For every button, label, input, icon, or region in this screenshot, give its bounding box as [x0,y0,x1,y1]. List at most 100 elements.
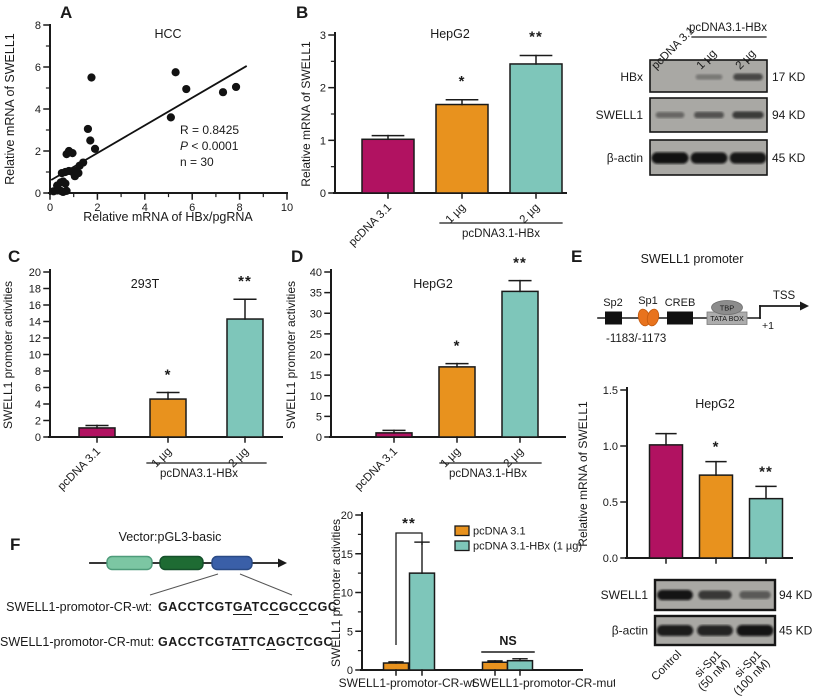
panel-f-grouped-bar-chart: 0 5 10 15 20 ** NS pcDNA 3.1 pcDNA 3.1-HBx (1 µg… [329,510,615,690]
sequence-segment: TC [251,600,270,614]
category-label: SWELL1-promotor-CR-mut [472,676,615,690]
y-tick-label: 4 [35,399,41,411]
y-tick-label: 2 [320,83,326,95]
vector-segment-light-green [106,555,153,571]
protein-label: HBx [620,70,643,84]
group-label: pcDNA3.1-HBx [160,468,238,480]
creb-site-box [667,311,693,325]
sequence-segment: CGC [303,635,334,649]
y-axis-label: SWELL1 promoter activities [329,519,343,667]
tbp-label: TBP [720,304,735,313]
plus-one-label: +1 [762,320,774,332]
legend-swatch [454,525,470,537]
molecular-weight-label: 94 KD [779,588,813,602]
chart-title: 293T [131,277,160,291]
significance-label: * [165,366,172,383]
bar [149,398,187,438]
x-tick-label: 2 [94,202,100,214]
y-tick-label: 15 [310,370,322,382]
x-tick-label: 0 [47,202,53,214]
lane-group-header: pcDNA3.1-HBx [689,22,767,34]
chart-title: HepG2 [695,397,735,411]
sequence-label-wt: SWELL1-promotor-CR-wt: [6,600,152,614]
y-tick-label: 20 [310,350,322,362]
vector-title: Vector:pGL3-basic [118,530,222,544]
protein-band [739,591,771,599]
protein-label: β-actin [612,624,648,638]
tss-arrowhead-icon [800,301,809,311]
vector-segment-dark-green [159,555,204,571]
annotation-p-value: P < 0.0001 [180,139,239,153]
scatter-point [68,149,77,158]
vector-map [89,555,293,596]
y-tick-label: 0 [35,188,41,200]
y-axis-label: Relative mRNA of SWELL1 [300,41,313,187]
y-tick-label: 20 [29,267,41,279]
significance-bracket [395,532,423,645]
sp2-label: Sp2 [603,297,623,309]
sequence-segment: GACCTCGT [158,635,232,649]
y-tick-label: 1.0 [603,441,618,453]
protein-band [729,152,767,164]
protein-band [695,74,723,80]
significance-label: ** [529,29,543,46]
significance-label: ** [759,463,773,480]
y-tick-label: 5 [347,626,353,638]
y-tick-label: 0 [316,432,322,444]
sequence-label-mut: SWELL1-promotor-CR-mut: [0,635,155,649]
category-label: 2 µg [227,446,251,470]
scatter-point [231,82,241,92]
y-tick-label: 10 [310,391,322,403]
bar [481,661,509,671]
legend-label: pcDNA 3.1 [473,526,526,538]
panel-c-bar-chart: 0 2 4 6 8 10 12 14 16 18 20 pcDNA 3.1 * 1 µg ** 2 µgpcD… [1,267,283,493]
panel-a-scatter-chart: 0 2 4 6 8 10 0 2 4 6 8 HCC R = 0.8425 P < 0.0001 n = 3… [3,20,293,224]
chart-title: HepG2 [430,27,470,41]
y-tick-label: 18 [29,284,41,296]
position-label: -1183/-1173 [606,333,666,345]
y-axis-label: Relative mRNA of SWELL1 [576,401,590,547]
y-tick-label: 6 [35,383,41,395]
y-tick-label: 15 [341,549,353,561]
y-tick-label: 10 [341,588,353,600]
promoter-title: SWELL1 promoter [641,252,744,266]
panel-letter-b: B [296,3,309,22]
y-tick-label: 0.5 [603,497,618,509]
molecular-weight-label: 45 KD [779,624,813,638]
protein-label: β-actin [607,151,643,165]
molecular-weight-label: 17 KD [772,70,806,84]
y-tick-label: 12 [29,333,41,345]
sequence-mut: GACCTCGTATTCAGCTCGC [158,635,334,650]
legend-swatch [454,540,470,552]
y-axis-label: SWELL1 promoter activities [285,281,298,429]
annotation-p-rest: < 0.0001 [188,139,239,153]
scatter-point [90,144,100,153]
significance-label: * [459,73,466,90]
sequence-row-mut: SWELL1-promotor-CR-mut: GACCTCGTATTCAGCT… [0,635,334,650]
tbp-ellipse [711,300,743,315]
y-axis-label: Relative mRNA of SWELL1 [3,33,17,184]
scatter-point [218,88,228,97]
tss-label: TSS [773,290,796,302]
protein-band [736,624,774,637]
y-tick-label: 0 [320,188,326,200]
panel-letter-c: C [8,247,21,266]
significance-label: * [454,338,461,355]
protein-band [733,73,763,81]
sp2-site-box [605,311,622,325]
protein-band [657,589,693,601]
scatter-point [171,68,180,77]
callout-line [149,573,219,596]
significance-label: ** [402,515,416,532]
y-tick-label: 1.5 [603,385,618,397]
bar [78,427,116,438]
y-tick-label: 16 [29,300,41,312]
y-tick-label: 1 [320,135,326,147]
y-tick-label: 8 [35,366,41,378]
sequence-wt: GACCTCGTGATCCGCCCGC [158,600,337,615]
x-tick-label: 8 [237,202,243,214]
protein-band [656,625,694,636]
panel-letter-f: F [10,535,21,554]
